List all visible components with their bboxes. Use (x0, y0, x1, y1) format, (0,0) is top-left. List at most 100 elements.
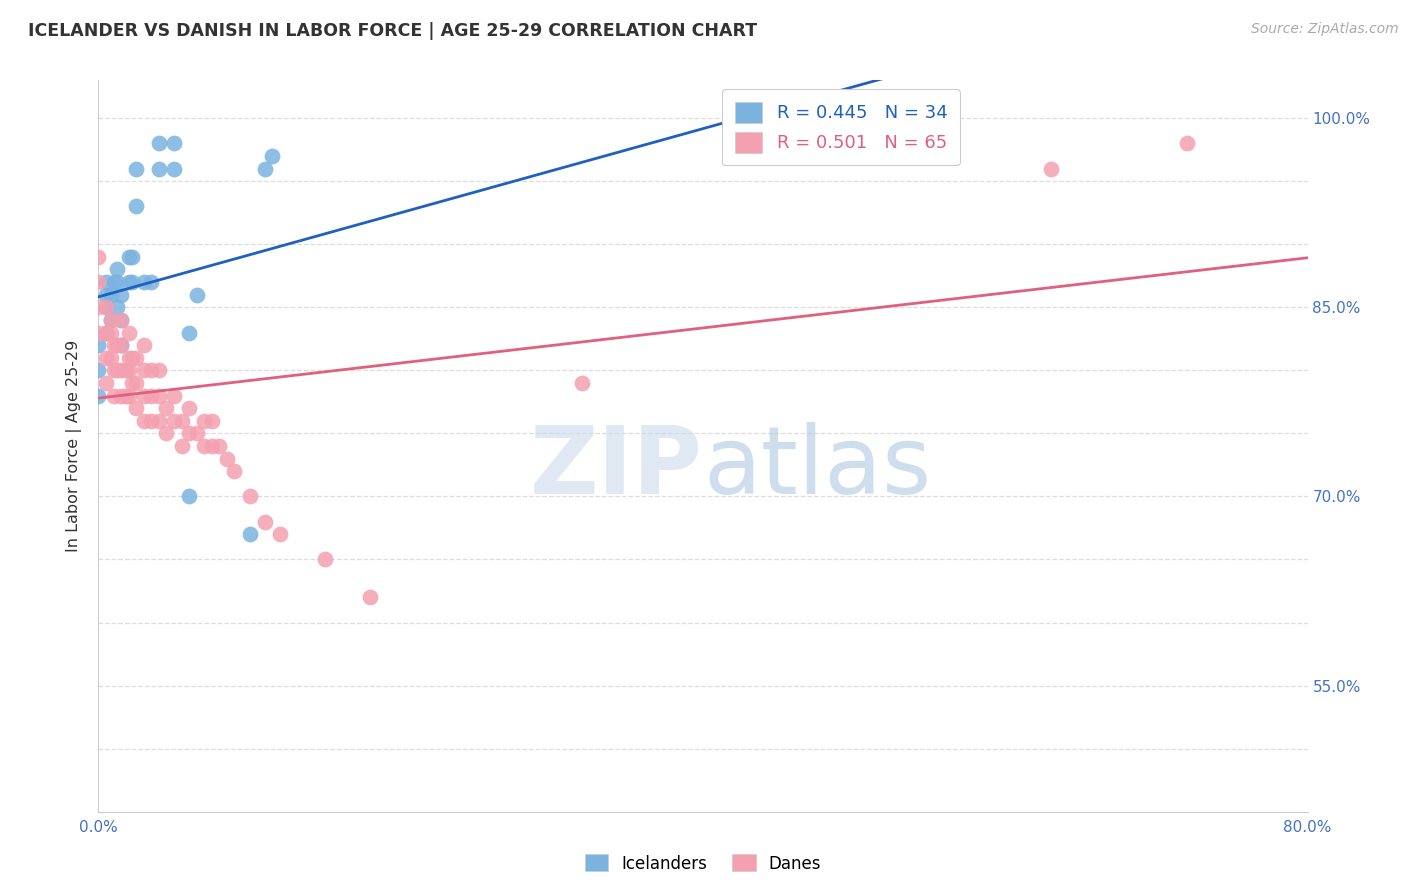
Text: Source: ZipAtlas.com: Source: ZipAtlas.com (1251, 22, 1399, 37)
Point (132, 414, 155, 428)
Point (155, 426, 177, 441)
Point (103, 338, 125, 352)
Point (118, 363, 141, 377)
Point (163, 161, 186, 176)
Point (110, 313, 132, 327)
Point (141, 275, 163, 289)
Point (360, 591, 382, 605)
Point (118, 250, 141, 264)
Point (87, 275, 110, 289)
Point (105, 363, 128, 377)
Point (87, 388, 110, 402)
Point (163, 388, 186, 402)
Point (179, 401, 201, 416)
Point (105, 338, 128, 352)
Point (1039, 161, 1062, 176)
Point (239, 490, 262, 504)
Point (141, 363, 163, 377)
Point (100, 326, 122, 340)
Point (314, 552, 336, 566)
Point (121, 376, 143, 390)
Point (87, 300, 110, 314)
Point (103, 363, 125, 377)
Point (179, 326, 201, 340)
Point (170, 439, 193, 453)
Y-axis label: In Labor Force | Age 25-29: In Labor Force | Age 25-29 (66, 340, 83, 552)
Point (163, 136, 186, 151)
Point (100, 313, 122, 327)
Point (186, 426, 208, 441)
Point (105, 275, 128, 289)
Point (201, 414, 224, 428)
Point (94, 326, 117, 340)
Point (148, 363, 170, 377)
Point (148, 136, 170, 151)
Point (114, 388, 136, 402)
Point (118, 275, 141, 289)
Point (148, 161, 170, 176)
Text: ICELANDER VS DANISH IN LABOR FORCE | AGE 25-29 CORRELATION CHART: ICELANDER VS DANISH IN LABOR FORCE | AGE… (28, 22, 758, 40)
Point (121, 351, 143, 365)
Point (94, 351, 117, 365)
Point (94, 275, 117, 289)
Point (208, 439, 231, 453)
Point (132, 338, 155, 352)
Point (141, 388, 163, 402)
Point (121, 275, 143, 289)
Point (87, 250, 110, 264)
Point (179, 490, 201, 504)
Point (170, 414, 193, 428)
Point (148, 388, 170, 402)
Point (105, 262, 128, 277)
Point (132, 388, 155, 402)
Point (125, 351, 148, 365)
Point (94, 287, 117, 301)
Point (94, 326, 117, 340)
Point (125, 401, 148, 416)
Point (100, 287, 122, 301)
Point (110, 388, 132, 402)
Point (110, 287, 132, 301)
Point (186, 287, 208, 301)
Point (105, 300, 128, 314)
Point (253, 515, 276, 529)
Point (110, 338, 132, 352)
Point (132, 275, 155, 289)
Point (103, 275, 125, 289)
Point (103, 388, 125, 402)
Point (87, 363, 110, 377)
Point (87, 338, 110, 352)
Point (132, 363, 155, 377)
Point (163, 414, 186, 428)
Text: atlas: atlas (703, 422, 931, 514)
Point (269, 527, 291, 541)
Point (125, 376, 148, 390)
Point (1175, 136, 1198, 151)
Point (148, 414, 170, 428)
Point (87, 326, 110, 340)
Point (100, 313, 122, 327)
Point (571, 376, 593, 390)
Point (262, 149, 284, 163)
Point (141, 414, 163, 428)
Point (110, 363, 132, 377)
Point (125, 161, 148, 176)
Point (110, 338, 132, 352)
Point (118, 388, 141, 402)
Point (239, 527, 262, 541)
Point (110, 313, 132, 327)
Point (94, 300, 117, 314)
Point (155, 401, 177, 416)
Point (224, 464, 246, 478)
Point (253, 161, 276, 176)
Point (125, 199, 148, 213)
Point (114, 363, 136, 377)
Legend: R = 0.445   N = 34, R = 0.501   N = 65: R = 0.445 N = 34, R = 0.501 N = 65 (723, 89, 960, 165)
Point (118, 326, 141, 340)
Point (201, 439, 224, 453)
Text: ZIP: ZIP (530, 422, 703, 514)
Point (193, 439, 215, 453)
Point (179, 426, 201, 441)
Point (118, 351, 141, 365)
Point (94, 376, 117, 390)
